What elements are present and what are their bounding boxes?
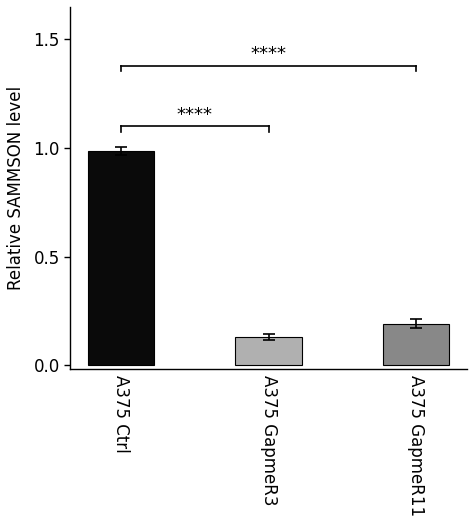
Y-axis label: Relative SAMMSON level: Relative SAMMSON level — [7, 86, 25, 290]
Bar — [383, 324, 449, 365]
Text: ****: **** — [177, 106, 213, 124]
Bar — [88, 151, 155, 365]
Bar — [236, 337, 302, 365]
Text: ****: **** — [251, 46, 287, 63]
